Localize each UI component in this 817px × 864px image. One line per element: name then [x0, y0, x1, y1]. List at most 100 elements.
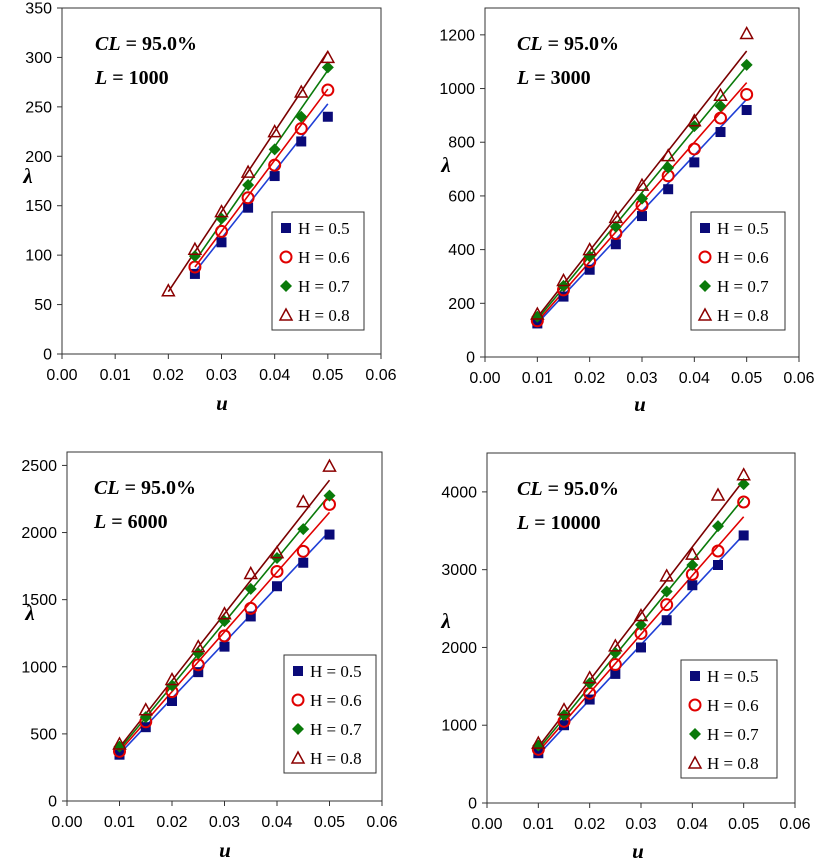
y-tick-label: 0: [43, 347, 52, 364]
data-point: [192, 647, 205, 660]
y-tick-label: 2000: [441, 640, 477, 657]
data-point: [737, 495, 751, 509]
data-point: [296, 136, 307, 147]
data-point: [269, 171, 280, 182]
data-point: [244, 601, 258, 615]
data-point: [112, 736, 127, 750]
y-axis-title: λ: [440, 609, 450, 633]
data-point: [609, 646, 622, 659]
data-point: [167, 695, 177, 706]
legend-marker: [290, 750, 306, 764]
x-axis-title: u: [632, 839, 644, 863]
data-point: [608, 638, 623, 652]
data-point: [710, 487, 726, 501]
annotation-cl: CL = 95.0%: [95, 33, 197, 55]
chart-panel-4: 0.00 0.01 0.02 0.03 0.04 0.05 0.06 0 1000 2000 300…: [440, 452, 811, 863]
data-point: [582, 242, 597, 256]
x-tick-label: 0.05: [728, 816, 759, 833]
data-point: [242, 178, 255, 191]
fit-line-08: [118, 479, 331, 748]
legend-label: H = 0.5: [310, 662, 362, 681]
x-tick-label: 0.04: [679, 370, 710, 387]
annotation-l: L = 10000: [516, 512, 601, 534]
data-point: [556, 702, 572, 716]
data-point: [662, 161, 675, 174]
data-point: [531, 735, 546, 749]
data-point: [215, 224, 228, 238]
data-point: [633, 607, 649, 622]
data-point: [715, 127, 726, 138]
x-axis-title: u: [219, 838, 231, 862]
data-point: [711, 544, 725, 558]
data-point: [320, 49, 336, 64]
data-point: [714, 99, 727, 112]
data-point: [687, 580, 698, 591]
data-point: [189, 268, 200, 279]
annotation-cl: CL = 95.0%: [517, 33, 619, 55]
data-point: [166, 679, 178, 692]
chart-panel-1: 0.00 0.01 0.02 0.03 0.04 0.05 0.06 0 50 100 150 200…: [22, 1, 396, 416]
data-point: [188, 250, 201, 263]
legend-label: H = 0.7: [310, 720, 362, 739]
data-point: [582, 670, 597, 684]
legend-label: H = 0.6: [707, 696, 759, 715]
legend: H = 0.5 H = 0.6 H = 0.7 H = 0.8: [680, 659, 778, 779]
x-tick-label: 0.02: [574, 816, 605, 833]
data-point: [530, 306, 545, 320]
data-point: [740, 87, 754, 101]
x-tick-label: 0.00: [469, 370, 500, 387]
data-point: [689, 157, 700, 168]
annotation-cl: CL = 95.0%: [94, 477, 196, 499]
data-point: [138, 702, 154, 716]
fit-line-08: [536, 50, 748, 318]
data-point: [608, 658, 622, 672]
data-point: [634, 177, 650, 191]
data-point: [218, 629, 231, 643]
x-tick-label: 0.03: [206, 367, 237, 384]
x-tick-label: 0.05: [314, 814, 345, 831]
y-tick-label: 350: [25, 1, 52, 18]
y-axis-title: λ: [24, 601, 34, 625]
data-point: [559, 720, 569, 731]
data-point: [713, 87, 728, 101]
data-point: [608, 209, 624, 224]
x-tick-label: 0.01: [522, 370, 553, 387]
y-tick-label: 4000: [441, 484, 477, 501]
fit-line-08: [537, 479, 745, 748]
legend-label: H = 0.7: [298, 277, 350, 296]
legend-label: H = 0.8: [310, 749, 362, 768]
data-point: [663, 184, 674, 195]
data-point: [215, 212, 228, 225]
x-tick-label: 0.02: [574, 370, 605, 387]
data-point: [687, 142, 701, 156]
legend: H = 0.5 H = 0.6 H = 0.7 H = 0.8: [690, 211, 786, 331]
legend-marker: [281, 223, 291, 233]
legend-marker: [690, 671, 700, 681]
data-point: [322, 111, 333, 122]
fit-line-06: [118, 511, 331, 752]
data-point: [533, 748, 544, 759]
data-point: [610, 239, 621, 250]
data-point: [323, 489, 336, 502]
data-point: [741, 105, 752, 116]
y-axis-title: λ: [440, 153, 450, 177]
legend-label: H = 0.5: [717, 219, 769, 238]
fit-line-07: [536, 65, 748, 320]
data-point: [584, 264, 595, 275]
data-point: [687, 113, 702, 127]
data-point: [270, 564, 284, 578]
y-tick-label: 0: [466, 350, 475, 367]
data-point: [610, 668, 621, 679]
data-point: [241, 191, 255, 205]
x-tick-label: 0.03: [625, 816, 656, 833]
data-point: [267, 124, 282, 138]
legend-marker: [278, 307, 294, 321]
x-tick-label: 0.00: [471, 816, 502, 833]
legend-marker: [293, 666, 303, 676]
y-tick-label: 250: [25, 99, 52, 116]
data-point: [659, 568, 674, 582]
data-point: [713, 560, 723, 570]
legend-marker: [689, 728, 701, 740]
y-tick-label: 150: [25, 198, 52, 215]
